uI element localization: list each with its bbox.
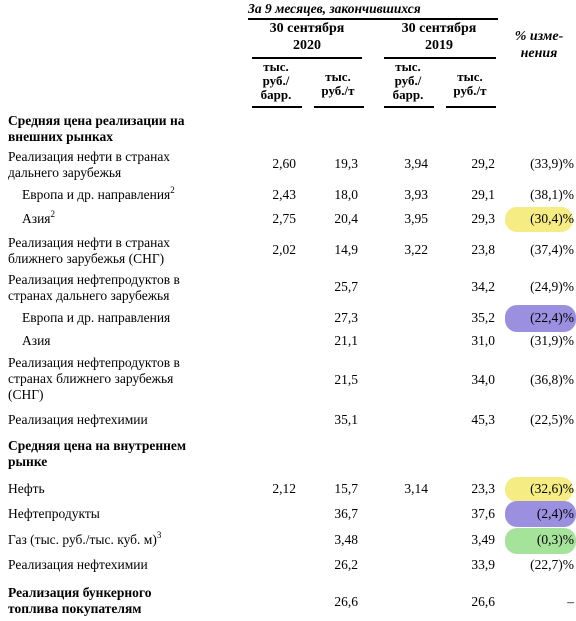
row-label: Реализация нефтехимии — [8, 557, 148, 572]
cell-2019-t: 29,3 — [471, 211, 495, 226]
cell-2019-t: 29,1 — [471, 187, 495, 202]
row-label: Европа и др. направления2 — [22, 185, 175, 203]
cell-2019-t: 37,6 — [471, 506, 495, 521]
row-label: Нефтепродукты — [8, 506, 100, 521]
cell-change: (24,9)% — [530, 279, 574, 294]
cell-2020-t: 21,1 — [334, 333, 358, 348]
cell-2020-t: 26,6 — [334, 594, 358, 609]
cell-2019-t: 31,0 — [471, 333, 495, 348]
cell-2019-bbl: 3,14 — [404, 481, 428, 496]
cell-change: (2,4)% — [536, 506, 574, 521]
row-label: Европа и др. направления — [22, 310, 171, 325]
row-label: Реализация нефти в странах ближнего зару… — [8, 235, 171, 266]
cell-change: (38,1)% — [530, 187, 574, 202]
cell-2020-bbl: 2,02 — [272, 242, 296, 257]
unit-2019-t: тыс. руб./т — [453, 69, 487, 98]
cell-2020-bbl: 2,60 — [272, 156, 296, 171]
cell-change: (0,3)% — [536, 532, 574, 547]
cell-2020-bbl: 2,43 — [272, 187, 296, 202]
footnote-marker: 3 — [156, 530, 162, 540]
cell-change: (22,4)% — [530, 310, 574, 325]
cell-2019-bbl: 3,22 — [404, 242, 428, 257]
cell-change: (22,5)% — [530, 412, 574, 427]
unit-2020-t: тыс. руб./т — [321, 69, 355, 98]
unit-rule-2020-t — [314, 106, 364, 108]
highlight-purple-europe — [505, 305, 576, 332]
column-header-2020: 30 сентября 2020 — [269, 21, 345, 53]
cell-2019-t: 23,8 — [471, 242, 495, 257]
cell-change: (33,9)% — [530, 156, 574, 171]
row-label: Нефть — [8, 481, 45, 496]
cell-change: (31,9)% — [530, 333, 574, 348]
cell-2020-t: 18,0 — [334, 187, 358, 202]
row-label: Газ (тыс. руб./тыс. куб. м)3 — [8, 530, 162, 548]
row-label: Реализация нефтепродуктов в странах даль… — [8, 272, 180, 303]
cell-2020-t: 35,1 — [334, 412, 358, 427]
row-label: Реализация нефтепродуктов в странах ближ… — [8, 355, 180, 402]
cell-2019-t: 29,2 — [471, 156, 495, 171]
header-rule-2020 — [252, 57, 362, 59]
cell-2020-bbl: 2,12 — [272, 481, 296, 496]
period-header: За 9 месяцев, закончившихся — [248, 1, 421, 16]
cell-2019-t: 34,2 — [471, 279, 495, 294]
highlight-yellow-oil — [505, 477, 573, 502]
cell-2019-t: 33,9 — [471, 557, 495, 572]
unit-rule-2019-bbl — [384, 106, 434, 108]
cell-2019-t: 35,2 — [471, 310, 495, 325]
cell-2020-t: 19,3 — [334, 156, 358, 171]
header-rule-2019 — [384, 57, 496, 59]
cell-2019-bbl: 3,94 — [404, 156, 428, 171]
highlight-green-gas — [505, 528, 576, 554]
cell-2020-bbl: 2,75 — [272, 211, 296, 226]
cell-2019-t: 23,3 — [471, 481, 495, 496]
highlight-purple-products — [505, 501, 576, 527]
cell-change: (36,8)% — [530, 372, 574, 387]
unit-rule-2019-t — [446, 106, 496, 108]
cell-2019-bbl: 3,93 — [404, 187, 428, 202]
cell-2020-t: 14,9 — [334, 242, 358, 257]
row-label: Азия — [22, 333, 51, 348]
cell-change: (22,7)% — [530, 557, 574, 572]
cell-change: (32,6)% — [530, 481, 574, 496]
cell-2019-bbl: 3,95 — [404, 211, 428, 226]
row-label: Азия2 — [22, 209, 56, 227]
cell-2019-t: 34,0 — [471, 372, 495, 387]
unit-rule-2020-bbl — [252, 106, 302, 108]
cell-2020-t: 20,4 — [334, 211, 358, 226]
cell-2020-t: 21,5 — [334, 372, 358, 387]
column-header-change: % изме- нения — [514, 29, 564, 61]
cell-2020-t: 36,7 — [334, 506, 358, 521]
footnote-marker: 2 — [50, 209, 56, 219]
cell-2020-t: 25,7 — [334, 279, 358, 294]
highlight-yellow-asia — [505, 207, 573, 232]
row-label: Реализация бункерного топлива покупателя… — [8, 585, 152, 616]
cell-2019-t: 26,6 — [471, 594, 495, 609]
column-header-2019: 30 сентября 2019 — [401, 21, 477, 53]
cell-change: (37,4)% — [530, 242, 574, 257]
cell-2020-t: 3,48 — [334, 532, 358, 547]
cell-2019-t: 45,3 — [471, 412, 495, 427]
section-heading-domestic: Средняя цена на внутреннем рынке — [8, 438, 187, 469]
row-label: Реализация нефти в странах дальнего зару… — [8, 149, 171, 180]
cell-2020-t: 26,2 — [334, 557, 358, 572]
unit-2020-bbl: тыс. руб./ барр. — [260, 59, 292, 102]
cell-2019-t: 3,49 — [471, 532, 495, 547]
cell-change: (30,4)% — [530, 211, 574, 226]
cell-2020-t: 27,3 — [334, 310, 358, 325]
cell-2020-t: 15,7 — [334, 481, 358, 496]
cell-change: – — [567, 594, 574, 609]
footnote-marker: 2 — [170, 185, 175, 195]
row-label: Реализация нефтехимии — [8, 412, 148, 427]
section-heading-external: Средняя цена реализации на внешних рынка… — [8, 113, 185, 144]
header-rule-top — [248, 18, 498, 20]
unit-2019-bbl: тыс. руб./ барр. — [392, 59, 424, 102]
